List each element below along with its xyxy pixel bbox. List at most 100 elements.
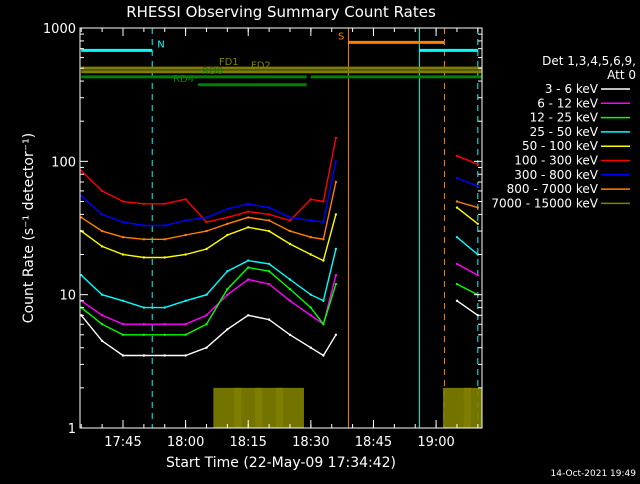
legend-label-3: 25 - 50 keV xyxy=(530,125,599,139)
series-7-point-1-0 xyxy=(455,200,459,203)
legend-label-4: 50 - 100 keV xyxy=(522,139,599,153)
series-6-point-0-9 xyxy=(267,206,271,209)
series-1-point-0-6 xyxy=(205,314,208,317)
series-0-point-0-3 xyxy=(142,354,146,357)
chart-title: RHESSI Observing Summary Count Rates xyxy=(126,3,436,21)
series-0-point-0-7 xyxy=(226,328,229,331)
series-7-point-0-6 xyxy=(205,229,208,233)
annotation-label-2: S xyxy=(338,31,344,42)
series-5-point-0-2 xyxy=(121,200,125,203)
series-0-point-0-1 xyxy=(100,339,104,343)
series-7-line-1 xyxy=(456,200,478,209)
series-7-point-0-1 xyxy=(100,229,104,233)
series-1-point-0-13 xyxy=(334,274,338,277)
legend-label-1: 6 - 12 keV xyxy=(537,96,599,110)
series-4-point-0-4 xyxy=(163,256,166,259)
annotation-label-0: N xyxy=(157,39,164,50)
series-0-point-0-4 xyxy=(163,354,166,357)
x-tick-label-4: 18:45 xyxy=(355,435,392,450)
series-3-point-0-2 xyxy=(121,299,125,302)
series-1-point-0-8 xyxy=(247,278,250,281)
series-5-line-1 xyxy=(456,155,479,165)
series-5-point-0-4 xyxy=(163,202,166,205)
series-7-point-0-0 xyxy=(80,216,83,219)
y-tick-label-2: 100 xyxy=(51,155,76,170)
annotations-layer: N S FD1 FD2 RD0 RD4 xyxy=(81,31,482,87)
y-tick-label-0: 1 xyxy=(68,422,76,437)
series-7-point-0-2 xyxy=(121,236,125,239)
series-2-point-0-7 xyxy=(226,287,229,291)
series-6-point-0-3 xyxy=(142,224,146,227)
series-4-point-0-6 xyxy=(205,247,208,251)
series-8-block-3 xyxy=(275,387,304,428)
series-5-point-0-5 xyxy=(184,198,187,201)
series-3-point-0-9 xyxy=(267,262,271,266)
series-2-point-0-9 xyxy=(267,270,271,273)
legend-label-0: 3 - 6 keV xyxy=(545,82,599,96)
series-1-point-0-2 xyxy=(121,323,125,326)
series-1-point-0-3 xyxy=(142,323,146,326)
plot-frame xyxy=(79,27,483,429)
legend-label-7: 800 - 7000 keV xyxy=(507,182,599,196)
series-6-point-0-0 xyxy=(80,194,83,198)
series-3-point-0-8 xyxy=(247,259,250,262)
series-1-point-1-1 xyxy=(476,274,479,277)
series-2-point-0-12 xyxy=(322,323,325,326)
series-2-point-0-6 xyxy=(205,323,208,326)
series-6-point-0-8 xyxy=(247,202,250,205)
series-7-point-0-11 xyxy=(309,236,312,239)
series-2-point-0-3 xyxy=(142,333,146,336)
legend-header-1: Att 0 xyxy=(607,68,636,82)
series-4 xyxy=(80,206,479,262)
series-5-point-0-0 xyxy=(80,169,83,172)
series-6-point-0-13 xyxy=(334,160,338,163)
series-5-point-0-11 xyxy=(309,198,312,201)
series-layer xyxy=(80,136,482,428)
series-6-point-1-1 xyxy=(476,185,479,188)
series-7-point-1-1 xyxy=(476,206,479,209)
y-tick-label-1: 10 xyxy=(59,289,76,304)
series-1-point-1-0 xyxy=(455,262,459,266)
series-4-point-1-1 xyxy=(476,222,479,225)
series-2-point-0-8 xyxy=(247,266,250,269)
series-1-point-0-1 xyxy=(100,314,104,317)
series-3-line-1 xyxy=(456,236,479,256)
series-7-point-0-3 xyxy=(142,238,146,241)
series-0-point-1-1 xyxy=(476,314,479,317)
series-7-point-0-10 xyxy=(288,229,292,233)
series-1-point-0-7 xyxy=(226,293,229,296)
annotation-label-7: RD4 xyxy=(173,74,194,85)
series-4-point-1-0 xyxy=(455,206,459,209)
series-6-point-0-11 xyxy=(309,219,312,222)
series-5-point-0-3 xyxy=(142,202,146,205)
series-5-point-0-7 xyxy=(226,216,229,219)
series-5-point-0-10 xyxy=(288,219,292,222)
axes-layer: 17:45 18:00 18:15 18:30 18:45 19:00 1 10 100 1000 xyxy=(43,22,482,450)
series-4-point-0-1 xyxy=(100,245,104,248)
series-2 xyxy=(80,266,479,336)
series-3-point-0-5 xyxy=(184,299,187,302)
x-tick-label-3: 18:30 xyxy=(292,435,329,450)
legend-label-2: 12 - 25 keV xyxy=(530,111,599,125)
x-tick-label-5: 19:00 xyxy=(417,435,454,450)
series-6-point-0-7 xyxy=(226,207,229,211)
series-3 xyxy=(80,236,479,309)
series-7-point-0-8 xyxy=(247,216,250,219)
series-6-point-0-4 xyxy=(163,224,166,227)
series-5-point-1-1 xyxy=(476,163,479,166)
series-1-point-0-10 xyxy=(288,299,292,302)
annotation-label-3: FD1 xyxy=(219,57,239,68)
annotation-label-5: RD0 xyxy=(202,66,223,77)
series-4-line-0 xyxy=(80,214,337,262)
series-0-line-1 xyxy=(456,300,479,316)
series-2-line-1 xyxy=(456,283,479,296)
series-6-point-0-6 xyxy=(205,216,208,219)
y-axis-label: Count Rate (s⁻¹ detector⁻¹) xyxy=(21,133,37,323)
series-0-point-0-12 xyxy=(322,354,325,357)
series-3-point-1-1 xyxy=(476,253,479,256)
series-7-point-0-12 xyxy=(322,238,325,241)
series-3-point-0-6 xyxy=(205,293,208,296)
series-5-point-0-12 xyxy=(322,200,325,203)
